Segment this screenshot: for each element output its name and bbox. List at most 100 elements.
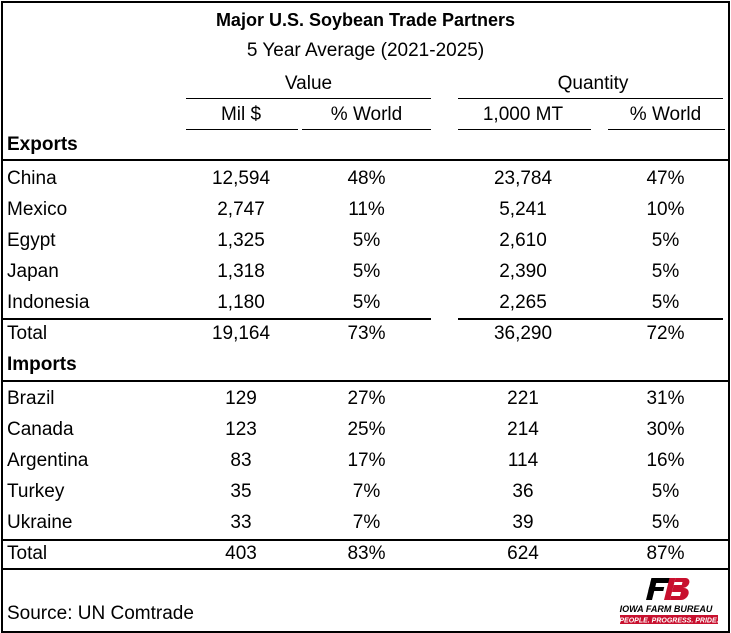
table-row: China 12,594 48% 23,784 47% — [3, 164, 728, 195]
quantity-mt: 23,784 — [493, 168, 553, 189]
quantity-mt: 221 — [507, 388, 539, 409]
total-rule — [458, 318, 723, 320]
partner-name: Canada — [7, 419, 74, 440]
quantity-mt: 5,241 — [499, 199, 547, 220]
value-pct: 25% — [347, 419, 386, 440]
partner-name: Argentina — [7, 450, 89, 471]
table-row: Argentina 83 17% 114 16% — [3, 446, 728, 477]
group-underline-value — [186, 98, 431, 99]
value-pct: 5% — [352, 230, 381, 251]
value-pct: 48% — [347, 168, 386, 189]
table-row: Canada 123 25% 214 30% — [3, 415, 728, 446]
section-label-imports: Imports — [7, 354, 77, 375]
value-mil: 33 — [230, 512, 252, 533]
partner-name: Mexico — [7, 199, 68, 220]
value-pct: 27% — [347, 388, 386, 409]
table-row: Egypt 1,325 5% 2,610 5% — [3, 226, 728, 257]
col-underline — [186, 129, 298, 130]
fb-logo-icon: IOWA FARM BUREAU PEOPLE. PROGRESS. PRIDE… — [619, 578, 719, 625]
quantity-pct: 31% — [646, 388, 685, 409]
table-row: Mexico 2,747 11% 5,241 10% — [3, 195, 728, 226]
value-pct: 11% — [348, 199, 385, 220]
total-quantity-mt: 36,290 — [493, 323, 553, 344]
quantity-pct: 16% — [646, 450, 685, 471]
total-rule — [3, 318, 431, 320]
value-mil: 35 — [230, 481, 252, 502]
table-row: Turkey 35 7% 36 5% — [3, 477, 728, 508]
total-value-mil: 19,164 — [211, 323, 271, 344]
col-underline — [608, 129, 725, 130]
section-rule — [3, 380, 728, 382]
value-mil: 129 — [225, 388, 257, 409]
quantity-pct: 5% — [651, 261, 680, 282]
quantity-pct: 10% — [646, 199, 685, 220]
quantity-mt: 2,610 — [499, 230, 547, 251]
col-header-mil: Mil $ — [220, 104, 262, 125]
partner-name: Japan — [7, 261, 59, 282]
quantity-mt: 214 — [507, 419, 539, 440]
total-value-pct: 83% — [347, 543, 386, 564]
partner-name: Turkey — [7, 481, 65, 502]
total-quantity-pct: 72% — [646, 323, 685, 344]
quantity-mt: 36 — [512, 481, 534, 502]
table-row: Brazil 129 27% 221 31% — [3, 384, 728, 415]
quantity-pct: 5% — [651, 230, 680, 251]
partner-name: Egypt — [7, 230, 56, 251]
quantity-pct: 5% — [651, 481, 680, 502]
col-underline — [302, 129, 431, 130]
partner-name: China — [7, 168, 57, 189]
partner-name: Brazil — [7, 388, 55, 409]
col-header-qty-pct: % World — [629, 104, 702, 125]
total-rule — [3, 539, 728, 541]
quantity-pct: 30% — [646, 419, 685, 440]
total-quantity-pct: 87% — [646, 543, 685, 564]
value-pct: 7% — [352, 512, 381, 533]
quantity-mt: 2,265 — [499, 292, 547, 313]
table-row: Japan 1,318 5% 2,390 5% — [3, 257, 728, 288]
section-label-exports: Exports — [7, 134, 78, 155]
total-label: Total — [7, 543, 48, 564]
total-row: Total 19,164 73% 36,290 72% — [3, 319, 728, 350]
group-header-value: Value — [284, 73, 333, 94]
value-mil: 83 — [230, 450, 252, 471]
group-header-quantity: Quantity — [557, 73, 629, 94]
total-row: Total 403 83% 624 87% — [3, 539, 728, 570]
quantity-pct: 5% — [651, 292, 680, 313]
table-subtitle: 5 Year Average (2021-2025) — [246, 40, 485, 61]
value-mil: 123 — [225, 419, 257, 440]
quantity-pct: 47% — [646, 168, 685, 189]
col-header-value-pct: % World — [330, 104, 403, 125]
value-pct: 7% — [352, 481, 381, 502]
table-row: Indonesia 1,180 5% 2,265 5% — [3, 288, 728, 319]
table-row: Ukraine 33 7% 39 5% — [3, 508, 728, 539]
quantity-mt: 2,390 — [499, 261, 547, 282]
partner-name: Ukraine — [7, 512, 73, 533]
section-rule — [3, 159, 728, 161]
quantity-pct: 5% — [651, 512, 680, 533]
table-bottom-rule — [3, 568, 728, 570]
partner-name: Indonesia — [7, 292, 90, 313]
total-value-mil: 403 — [225, 543, 257, 564]
total-value-pct: 73% — [347, 323, 386, 344]
total-quantity-mt: 624 — [507, 543, 539, 564]
value-pct: 5% — [352, 261, 381, 282]
group-underline-quantity — [458, 98, 723, 99]
value-mil: 1,318 — [217, 261, 265, 282]
col-underline — [458, 129, 591, 130]
table-title: Major U.S. Soybean Trade Partners — [215, 10, 516, 30]
logo-name: IOWA FARM BUREAU — [620, 604, 713, 614]
quantity-mt: 114 — [507, 450, 539, 471]
value-mil: 1,180 — [217, 292, 265, 313]
logo-tagline: PEOPLE. PROGRESS. PRIDE. — [619, 618, 718, 625]
value-mil: 12,594 — [211, 168, 271, 189]
total-label: Total — [7, 323, 48, 344]
quantity-mt: 39 — [512, 512, 534, 533]
value-pct: 5% — [352, 292, 381, 313]
value-mil: 1,325 — [217, 230, 265, 251]
iowa-farm-bureau-logo: IOWA FARM BUREAU PEOPLE. PROGRESS. PRIDE… — [614, 576, 724, 626]
value-mil: 2,747 — [217, 199, 265, 220]
col-header-mt: 1,000 MT — [482, 104, 564, 125]
source-note: Source: UN Comtrade — [7, 603, 194, 624]
value-pct: 17% — [347, 450, 386, 471]
